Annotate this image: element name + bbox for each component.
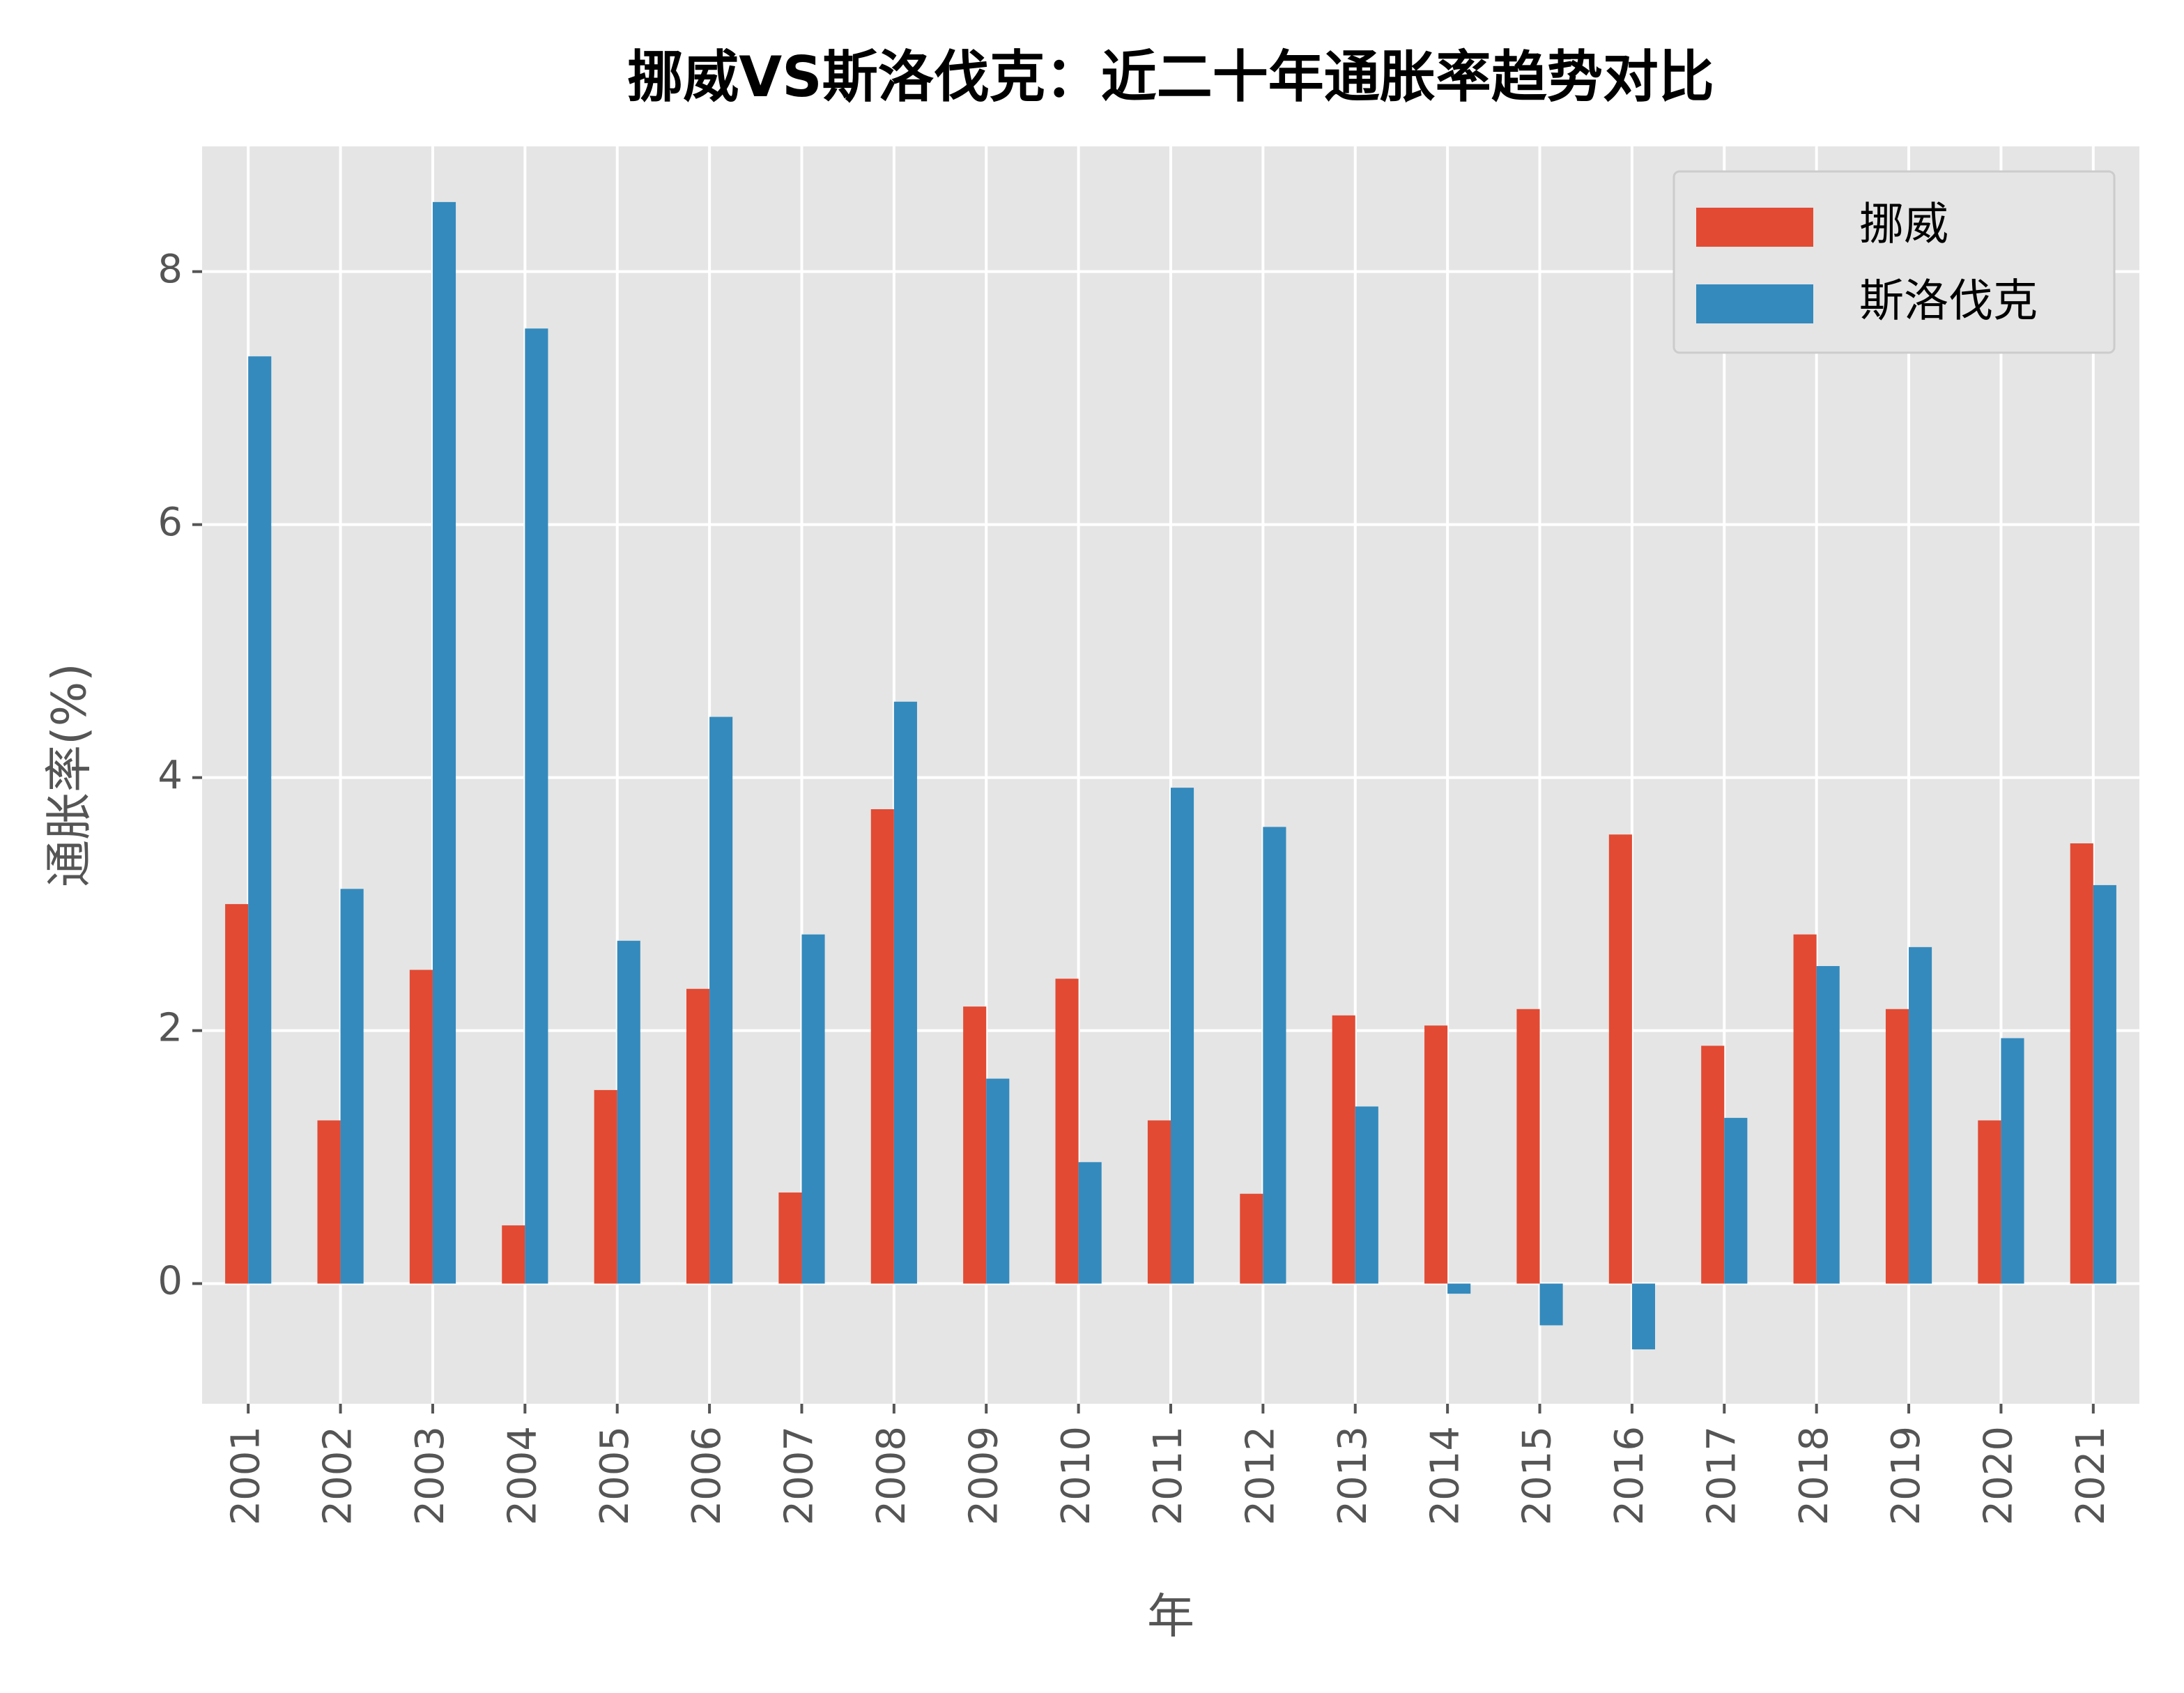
bar <box>1516 1009 1540 1284</box>
bar <box>1055 979 1079 1284</box>
bar <box>1332 1015 1355 1284</box>
bar <box>2093 884 2116 1284</box>
x-tick-label: 2016 <box>1607 1426 1652 1526</box>
x-tick-label: 2014 <box>1422 1426 1468 1526</box>
x-tick-label: 2002 <box>316 1426 361 1526</box>
bar <box>1909 947 1932 1284</box>
bar <box>525 328 548 1284</box>
bar <box>686 988 710 1284</box>
bar <box>1793 934 1817 1284</box>
bar <box>709 717 733 1284</box>
bars <box>225 201 2116 1349</box>
bar <box>870 809 894 1284</box>
bar <box>801 934 825 1284</box>
bar <box>248 356 272 1284</box>
y-tick-label: 8 <box>157 247 183 292</box>
bar <box>1171 788 1194 1284</box>
bar <box>1816 966 1840 1284</box>
x-tick-label: 2004 <box>500 1426 545 1526</box>
x-tick-label: 2015 <box>1515 1426 1560 1526</box>
bar <box>1539 1283 1563 1326</box>
x-tick-label: 2019 <box>1884 1426 1929 1526</box>
bar <box>2070 843 2093 1284</box>
bar <box>1147 1120 1171 1284</box>
x-tick-label: 2001 <box>223 1426 268 1526</box>
x-tick-label: 2003 <box>408 1426 453 1526</box>
legend-swatch <box>1696 284 1813 323</box>
bar <box>317 1120 341 1284</box>
bar <box>1240 1193 1263 1284</box>
bar <box>617 940 640 1284</box>
bar <box>1447 1283 1471 1294</box>
x-tick-label: 2008 <box>869 1426 914 1526</box>
x-tick-label: 2007 <box>777 1426 822 1526</box>
bar <box>963 1006 987 1284</box>
x-axis-label: 年 <box>1147 1590 1194 1645</box>
bar <box>2001 1038 2024 1284</box>
bar <box>1355 1106 1378 1284</box>
bar <box>1701 1045 1725 1284</box>
x-tick-label: 2013 <box>1330 1426 1376 1526</box>
y-axis-label: 通胀率(%) <box>43 663 98 887</box>
bar <box>1631 1283 1655 1349</box>
x-tick-label: 2011 <box>1146 1426 1191 1526</box>
x-tick-label: 2009 <box>961 1426 1006 1526</box>
x-tick-label: 2018 <box>1792 1426 1837 1526</box>
x-tick-label: 2017 <box>1699 1426 1744 1526</box>
bar <box>594 1089 617 1284</box>
legend-swatch <box>1696 208 1813 247</box>
x-tick-label: 2006 <box>684 1426 730 1526</box>
bar <box>1885 1009 1909 1284</box>
y-tick-label: 0 <box>157 1259 183 1304</box>
bar <box>1078 1162 1102 1284</box>
bar <box>340 889 364 1284</box>
y-tick-label: 2 <box>157 1006 183 1051</box>
x-tick-label: 2012 <box>1238 1426 1284 1526</box>
bar <box>986 1078 1010 1284</box>
x-tick-label: 2021 <box>2068 1426 2114 1526</box>
legend-label: 挪威 <box>1859 199 1948 251</box>
bar <box>778 1192 802 1284</box>
bar <box>409 970 433 1284</box>
bar <box>893 701 917 1284</box>
x-tick-label: 2010 <box>1054 1426 1099 1526</box>
bar <box>432 201 456 1284</box>
x-tick-label: 2020 <box>1976 1426 2022 1526</box>
bar <box>1724 1117 1748 1284</box>
legend-label: 斯洛伐克 <box>1859 276 2038 328</box>
x-tick-label: 2005 <box>592 1426 638 1526</box>
bar <box>502 1225 525 1284</box>
bar <box>1263 827 1286 1284</box>
bar <box>1978 1120 2001 1284</box>
bar <box>1608 834 1632 1284</box>
y-tick-label: 6 <box>157 500 183 545</box>
y-tick-label: 4 <box>157 753 183 798</box>
bar <box>1424 1025 1448 1284</box>
bar <box>225 904 249 1284</box>
chart-title: 挪威VS斯洛伐克：近二十年通胀率趋势对比 <box>627 45 1714 109</box>
